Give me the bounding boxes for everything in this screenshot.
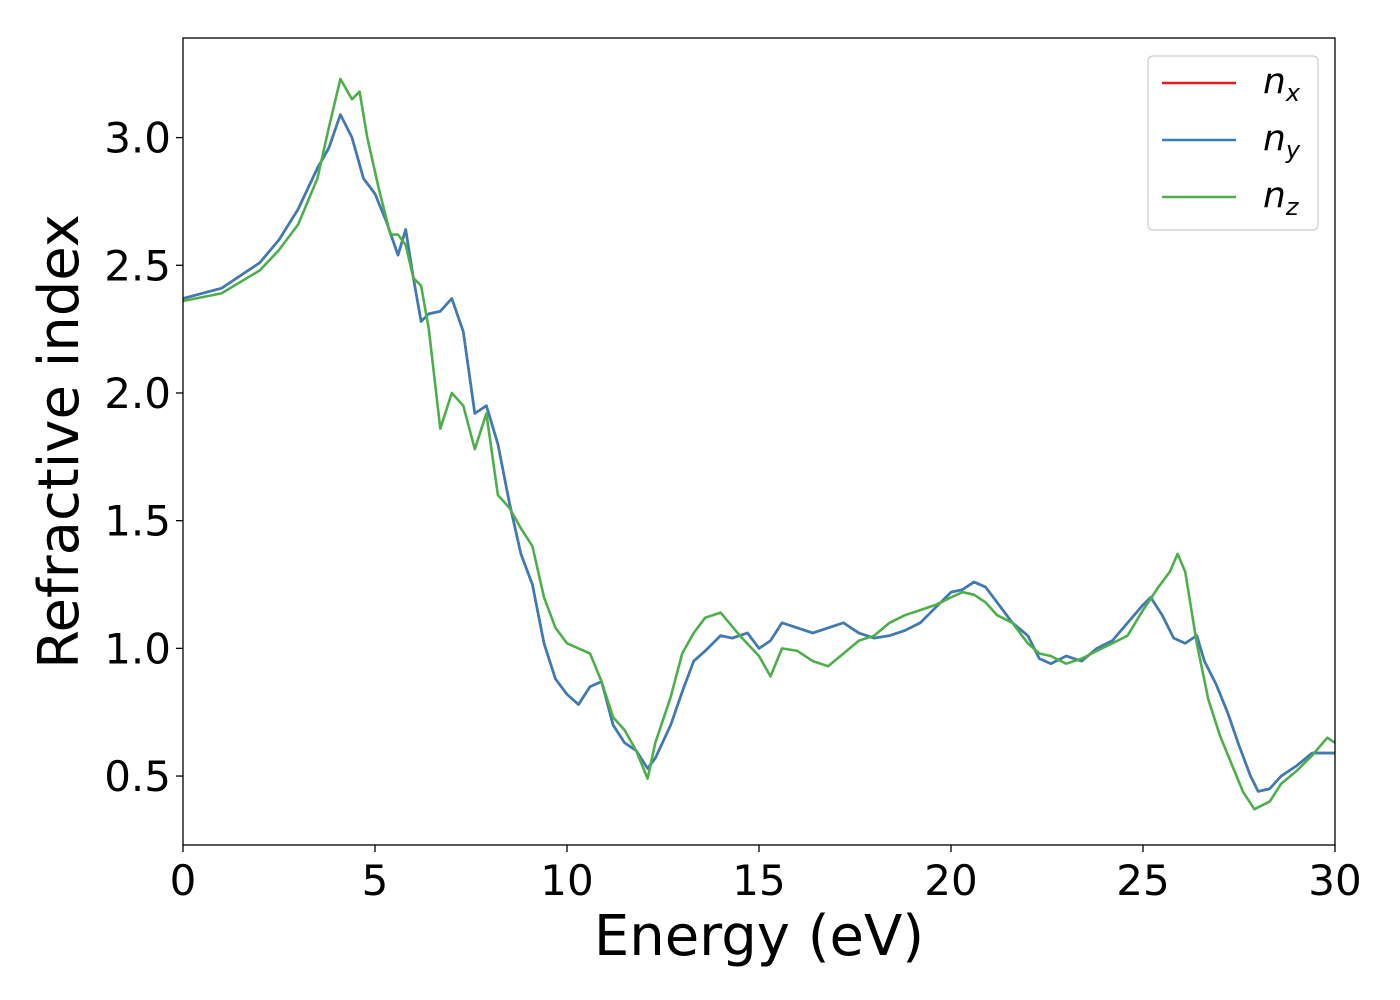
x-tick-label: 15: [732, 856, 785, 905]
y-axis-ticks: 0.5 1.0 1.5 2.0 2.5 3.0: [104, 114, 183, 801]
y-tick-label: 1.5: [104, 497, 171, 546]
series-layer: [182, 77, 1336, 811]
y-tick-label: 2.0: [104, 369, 171, 418]
x-tick-label: 25: [1116, 856, 1169, 905]
x-tick-label: 20: [924, 856, 977, 905]
y-tick-label: 2.5: [104, 241, 171, 290]
legend: nx ny nz: [1147, 55, 1319, 231]
legend-label-n-x: nx: [1263, 61, 1301, 107]
y-tick-label: 1.0: [104, 624, 171, 673]
y-tick-label: 3.0: [104, 114, 171, 163]
x-tick-label: 0: [170, 856, 197, 905]
x-tick-label: 5: [362, 856, 389, 905]
x-tick-label: 10: [540, 856, 593, 905]
legend-label-n-z: nz: [1263, 175, 1300, 221]
y-tick-label: 0.5: [104, 752, 171, 801]
legend-label-n-y: ny: [1263, 118, 1301, 164]
series-line-n-z: [182, 77, 1336, 811]
y-axis-label: Refractive index: [27, 214, 92, 669]
series-line-n-y: [182, 113, 1335, 793]
x-tick-label: 30: [1308, 856, 1361, 905]
x-axis-label: Energy (eV): [594, 904, 924, 969]
x-axis-ticks: 0 5 10 15 20 25 30: [170, 845, 1362, 905]
legend-box: [1147, 55, 1319, 231]
